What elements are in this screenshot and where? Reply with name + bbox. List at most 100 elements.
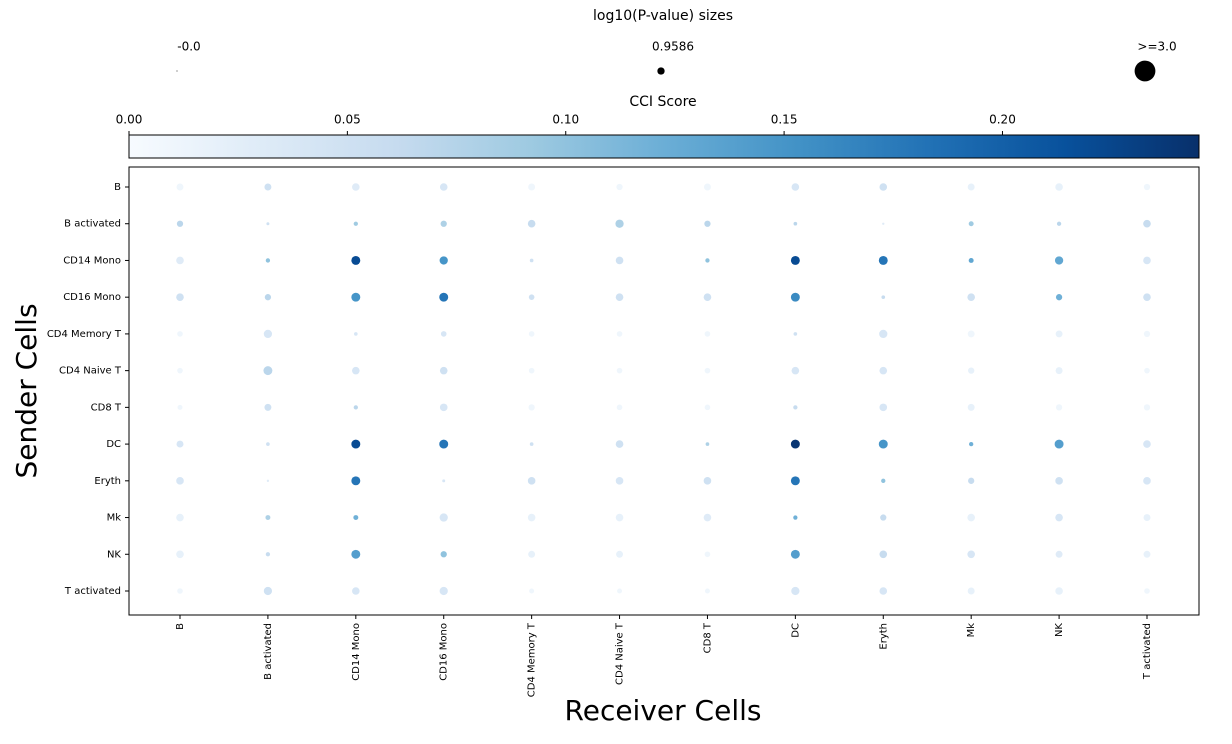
x-tick-label: Eryth xyxy=(878,623,889,650)
dot xyxy=(528,183,536,191)
dot xyxy=(266,479,270,482)
dot xyxy=(879,183,888,191)
dot xyxy=(1054,256,1064,265)
dot xyxy=(176,293,184,301)
dot xyxy=(264,183,272,191)
dot xyxy=(265,552,271,557)
dot xyxy=(440,331,447,337)
size-legend-dot xyxy=(1134,60,1156,82)
dot xyxy=(439,292,449,302)
dot xyxy=(177,588,183,594)
dot xyxy=(1054,439,1064,449)
y-tick-label: CD4 Memory T xyxy=(47,329,122,340)
colorbar-tick-label: 0.20 xyxy=(989,113,1016,127)
dot xyxy=(263,586,273,596)
dot xyxy=(793,515,798,520)
dot xyxy=(529,258,534,263)
y-tick-label: CD8 T xyxy=(91,402,122,413)
dot xyxy=(879,550,888,559)
dot xyxy=(1143,330,1151,338)
dot xyxy=(353,515,359,521)
dot xyxy=(352,366,360,375)
x-tick-label: B xyxy=(175,623,186,630)
dot xyxy=(704,551,711,558)
size-legend-dot xyxy=(657,67,665,75)
dot xyxy=(266,222,270,226)
dot xyxy=(881,478,886,483)
dot xyxy=(879,366,888,375)
dot xyxy=(704,331,711,337)
dot xyxy=(615,219,624,228)
dot xyxy=(1055,513,1063,522)
dot xyxy=(703,183,711,191)
dot xyxy=(1143,514,1151,522)
colorbar-title: CCI Score xyxy=(629,94,696,110)
dot xyxy=(790,549,800,559)
dot xyxy=(705,442,710,446)
dot xyxy=(704,404,711,411)
size-legend-dot xyxy=(176,70,178,72)
dot xyxy=(616,367,623,374)
dot xyxy=(967,330,975,338)
x-tick-label: CD16 Mono xyxy=(439,623,450,681)
dot xyxy=(352,587,360,595)
dot xyxy=(1144,588,1150,594)
dot xyxy=(1143,256,1151,265)
dot xyxy=(968,257,974,263)
y-tick-label: CD16 Mono xyxy=(63,292,121,303)
dot xyxy=(967,587,975,595)
dot xyxy=(616,550,624,558)
dot xyxy=(879,329,888,339)
dot xyxy=(353,332,358,336)
dot xyxy=(969,441,974,447)
dot xyxy=(968,367,975,374)
y-axis-title: Sender Cells xyxy=(10,303,43,478)
dot xyxy=(705,258,710,263)
dot xyxy=(527,219,536,228)
dot xyxy=(880,514,887,521)
dot xyxy=(351,439,361,449)
dot xyxy=(439,586,448,596)
y-tick-label: CD4 Naive T xyxy=(59,366,122,377)
dot xyxy=(967,403,975,411)
dot xyxy=(1055,404,1063,411)
dot xyxy=(615,513,624,522)
dot xyxy=(1055,330,1063,338)
dot xyxy=(176,183,184,191)
y-tick-label: Mk xyxy=(107,513,122,524)
dot xyxy=(703,513,712,522)
x-axis-title: Receiver Cells xyxy=(565,694,762,727)
dot xyxy=(704,220,711,227)
dot xyxy=(176,220,184,227)
dot xyxy=(617,588,623,594)
dot xyxy=(351,255,361,265)
dot xyxy=(353,405,358,410)
size-legend-label: >=3.0 xyxy=(1137,40,1176,54)
dot xyxy=(793,221,798,226)
dot xyxy=(616,331,623,337)
dot xyxy=(177,331,183,337)
dot xyxy=(351,476,361,486)
dot xyxy=(528,367,535,374)
dot xyxy=(1055,550,1063,558)
y-tick-label: NK xyxy=(107,549,121,560)
x-tick-label: Mk xyxy=(966,623,977,638)
dot xyxy=(793,405,798,410)
dot xyxy=(615,293,624,301)
dot xyxy=(176,256,184,265)
dot xyxy=(266,442,270,446)
dot xyxy=(351,549,361,559)
dot xyxy=(1143,183,1151,191)
dot xyxy=(1055,294,1063,301)
dot xyxy=(967,293,975,301)
dot xyxy=(968,221,974,227)
dot xyxy=(528,404,535,411)
colorbar-tick-label: 0.10 xyxy=(552,113,579,127)
dot xyxy=(1055,183,1063,191)
colorbar-tick-label: 0.15 xyxy=(771,113,798,127)
dot xyxy=(703,477,712,485)
x-tick-label: B activated xyxy=(263,623,274,680)
dot xyxy=(265,515,271,521)
dot xyxy=(264,294,272,301)
